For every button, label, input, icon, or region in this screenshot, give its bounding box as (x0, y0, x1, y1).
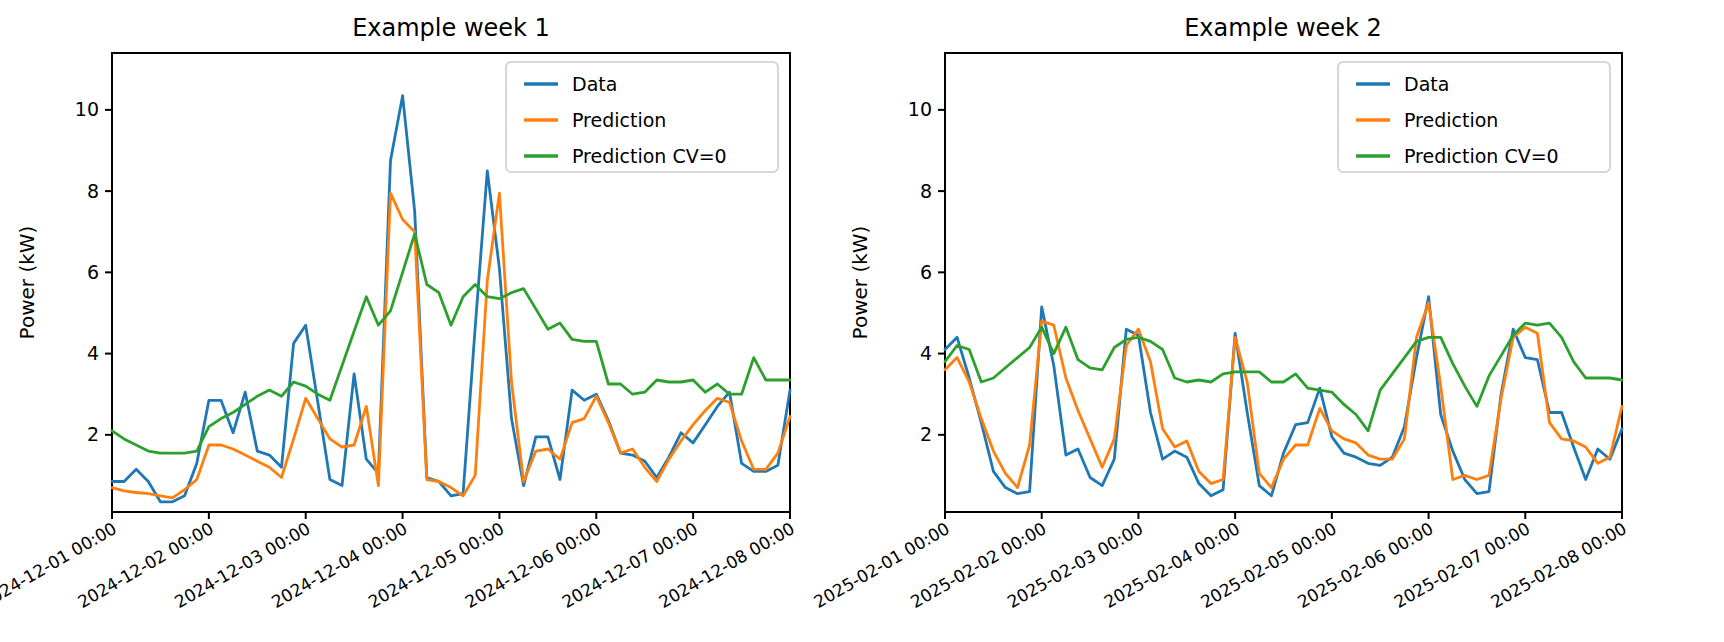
y-axis-label: Power (kW) (15, 226, 39, 340)
y-tick-label: 4 (920, 342, 932, 364)
plot-area: 2468102024-12-01 00:002024-12-02 00:0020… (0, 53, 798, 612)
y-tick-label: 6 (87, 261, 99, 283)
y-tick-label: 2 (87, 423, 99, 445)
chart-title: Example week 1 (352, 14, 550, 42)
figure-canvas: Example week 1 Power (kW) 2468102024-12-… (0, 0, 1724, 642)
y-tick-label: 8 (920, 180, 932, 202)
chart-title: Example week 2 (1184, 14, 1382, 42)
legend-label: Prediction CV=0 (572, 145, 727, 167)
legend-label: Prediction CV=0 (1404, 145, 1559, 167)
legend-label: Prediction (572, 109, 666, 131)
y-tick-label: 2 (920, 423, 932, 445)
legend-label: Data (1404, 73, 1449, 95)
y-axis-label: Power (kW) (848, 226, 872, 340)
legend-label: Prediction (1404, 109, 1498, 131)
y-tick-label: 4 (87, 342, 99, 364)
legend-label: Data (572, 73, 617, 95)
y-tick-label: 6 (920, 261, 932, 283)
y-tick-label: 10 (908, 98, 932, 120)
plot-area: 2468102025-02-01 00:002025-02-02 00:0020… (810, 53, 1630, 612)
chart-week1: Example week 1 Power (kW) 2468102024-12-… (0, 14, 798, 612)
power-forecast-figure: Example week 1 Power (kW) 2468102024-12-… (0, 0, 1724, 642)
chart-week2: Example week 2 Power (kW) 2468102025-02-… (810, 14, 1630, 612)
y-tick-label: 10 (75, 98, 99, 120)
y-tick-label: 8 (87, 180, 99, 202)
